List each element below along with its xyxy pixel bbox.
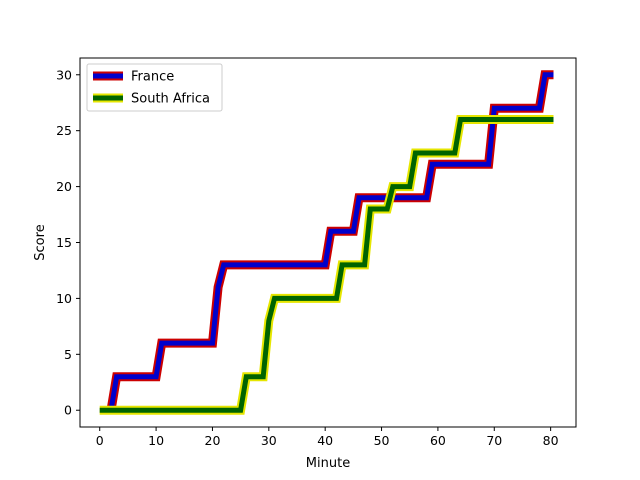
series-line-core [99,117,554,413]
y-tick-label: 10 [56,291,72,306]
x-tick-label: 0 [96,433,104,448]
y-axis: 0 5 10 15 20 25 30 [56,67,80,418]
x-tick-label: 60 [430,433,446,448]
x-tick-label: 20 [205,433,221,448]
x-tick-label: 10 [148,433,164,448]
series-line-core [108,72,554,411]
legend: France South Africa [86,63,223,112]
y-tick-label: 20 [56,179,72,194]
legend-label: France [131,70,174,85]
x-tick-label: 80 [543,433,559,448]
y-tick-label: 5 [64,347,72,362]
x-tick-label: 30 [261,433,277,448]
y-tick-label: 0 [64,403,72,418]
x-tick-label: 40 [317,433,333,448]
series-line-1 [99,115,554,415]
series-line-0 [106,70,554,411]
series-layer [99,70,554,415]
legend-label: South Africa [131,92,210,107]
x-axis-label: Minute [306,456,350,471]
y-tick-label: 30 [56,67,72,82]
y-axis-label: Score [33,224,48,260]
x-axis: 0 10 20 30 40 50 60 70 80 [96,427,559,448]
y-tick-label: 25 [56,123,72,138]
y-tick-label: 15 [56,235,72,250]
x-tick-label: 70 [486,433,502,448]
x-tick-label: 50 [374,433,390,448]
